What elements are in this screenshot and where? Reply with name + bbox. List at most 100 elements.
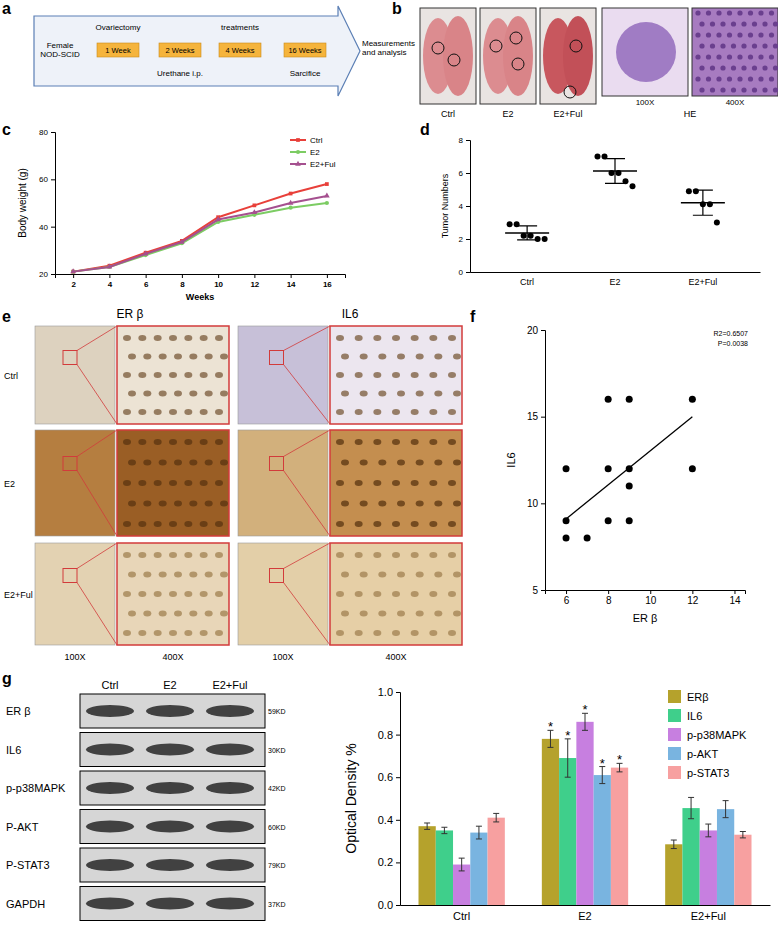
x-axis-tick-label: 6 [564, 595, 570, 606]
bar [734, 835, 751, 905]
ihc-nucleus [429, 630, 437, 636]
bar [488, 818, 505, 905]
ihc-nucleus [373, 521, 381, 527]
ihc-nucleus [336, 335, 344, 341]
ihc-nucleus [220, 354, 228, 360]
y-axis-tick-mark [541, 503, 545, 504]
panel-label: b [392, 0, 402, 17]
he-nucleus [727, 54, 732, 59]
ihc-nucleus [189, 460, 197, 466]
he-nucleus [758, 10, 763, 15]
ihc-magnification: 100X [64, 652, 85, 662]
bar [559, 758, 576, 905]
ihc-image [117, 326, 229, 424]
photo-frame [480, 8, 536, 104]
series-marker [324, 193, 330, 198]
ihc-nucleus [220, 501, 228, 507]
data-point [595, 154, 601, 160]
y-axis-tick-label: 10 [527, 498, 539, 509]
ihc-nucleus [373, 439, 381, 445]
y-axis-tick-mark [51, 227, 55, 228]
bar [576, 722, 593, 905]
x-axis: 246810121416 [56, 274, 346, 289]
y-axis-tick-label: 4 [459, 202, 464, 211]
bar [717, 809, 734, 905]
y-axis-tick: 6 [459, 169, 470, 178]
x-axis-title: ER β [633, 612, 658, 624]
tumor-circle [510, 32, 522, 44]
y-axis-tick-label: 1.0 [378, 686, 393, 698]
data-point [689, 396, 696, 403]
he-nucleus [748, 54, 753, 59]
bar [419, 826, 436, 905]
error-bar [723, 801, 729, 818]
x-axis-tick-mark [692, 590, 693, 594]
he-nucleus [706, 32, 711, 37]
series-marker [252, 209, 258, 214]
y-axis-tick: 20 [527, 325, 545, 336]
he-nucleus [748, 76, 753, 81]
blot-strip [80, 848, 265, 882]
timeline-box [219, 43, 261, 57]
he-nucleus [727, 10, 732, 15]
x-axis-tick-label: 4 [108, 280, 113, 289]
bar [700, 830, 717, 905]
ihc-nucleus [169, 439, 177, 445]
legend: ERβIL6p-p38MAPKp-AKTp-STAT3 [668, 690, 747, 779]
he-nucleus [769, 10, 774, 15]
ihc-nucleus [215, 630, 223, 636]
ihc-nucleus [220, 391, 228, 397]
error-bar [441, 827, 447, 833]
ihc-inset-connector [284, 326, 331, 424]
annotation: P=0.0038 [718, 340, 748, 347]
ihc-nucleus [154, 480, 162, 486]
ihc-inset-connector [284, 543, 331, 645]
ihc-nucleus [360, 501, 368, 507]
y-axis-tick: 1.0 [378, 686, 400, 698]
y-axis-tick-mark [466, 206, 470, 207]
y-axis-tick: 10 [527, 498, 545, 509]
ihc-nucleus [123, 591, 131, 597]
x-axis-tick: 10 [645, 590, 657, 606]
ihc-nucleus [434, 501, 442, 507]
ihc-nucleus [138, 439, 146, 445]
ihc-image [330, 543, 462, 645]
he-nucleus [731, 87, 736, 92]
y-axis: 5101520 [527, 325, 546, 596]
y-axis-tick: 40 [39, 223, 55, 232]
ihc-nucleus [429, 521, 437, 527]
x-axis-tick-mark [650, 590, 651, 594]
data-point [714, 220, 720, 226]
ihc-nucleus [341, 460, 349, 466]
y-axis-title: IL6 [505, 452, 517, 467]
plot-area [505, 154, 725, 243]
ihc-nucleus [434, 354, 442, 360]
blot-strip [80, 810, 265, 844]
error-bar [565, 739, 571, 777]
ihc-nucleus [392, 552, 400, 558]
x-axis-tick: 14 [729, 590, 741, 606]
panel-label: d [420, 121, 430, 138]
ihc-nucleus [154, 521, 162, 527]
data-point [693, 188, 699, 194]
he-nucleus [737, 76, 742, 81]
y-axis-tick: 80 [39, 128, 55, 137]
series-marker [215, 216, 221, 221]
he-nucleus [737, 32, 742, 37]
ihc-image [35, 326, 115, 424]
y-axis-tick: 0.0 [378, 899, 400, 911]
y-axis-tick: 0.8 [378, 729, 400, 741]
error-bar [688, 797, 694, 818]
he-nucleus [769, 76, 774, 81]
legend-swatch [668, 766, 681, 779]
error-bar [424, 823, 430, 829]
ihc-nucleus [138, 552, 146, 558]
legend-label: p-p38MAPK [687, 729, 747, 741]
legend-marker [295, 161, 301, 166]
ihc-nucleus [336, 552, 344, 558]
ihc-image [330, 430, 462, 536]
photo-label: E2+Ful [554, 109, 583, 119]
lung-lobe [563, 16, 593, 96]
ihc-nucleus [215, 335, 223, 341]
timeline-box [97, 43, 139, 57]
